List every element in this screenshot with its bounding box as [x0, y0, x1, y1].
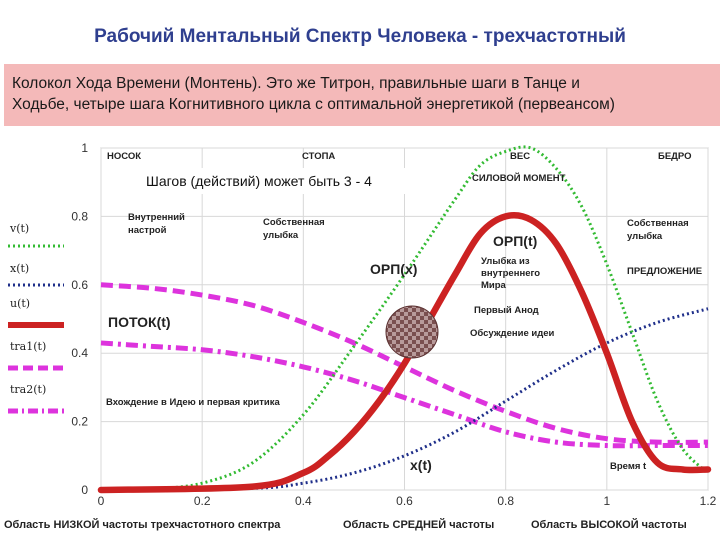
ann-smile-left-2: улыбка	[263, 230, 299, 241]
x-tick-label-4: 0.8	[497, 494, 514, 508]
x-tick-label-2: 0.4	[295, 494, 312, 508]
label-nosok: НОСОК	[107, 151, 141, 162]
note-text: Шагов (действий) может быть 3 - 4	[146, 173, 372, 189]
series-lines	[97, 145, 712, 494]
y-tick-label-4: 0.8	[71, 209, 88, 223]
ann-smile-right-1: Собственная	[627, 218, 689, 229]
legend-label-v: v(t)	[9, 222, 29, 235]
bottom-label-mid: Область СРЕДНЕЙ частоты	[343, 518, 494, 531]
x-tick-label-1: 0.2	[194, 494, 211, 508]
ann-smile-left-1: Собственная	[263, 217, 325, 228]
checker-circle	[385, 305, 439, 359]
label-stopa: СТОПА	[302, 151, 335, 162]
ann-inner-mood-1: Внутренний	[128, 212, 185, 223]
x-tick-label-3: 0.6	[396, 494, 413, 508]
ann-discussion: Обсуждение идеи	[470, 328, 555, 339]
y-tick-label-3: 0.6	[71, 278, 88, 292]
y-tick-label-0: 0	[81, 483, 88, 497]
legend-label-u: u(t)	[10, 297, 30, 310]
ann-orp-x: ОРП(x)	[370, 261, 417, 277]
ann-proposal: ПРЕДЛОЖЕНИЕ	[627, 266, 702, 277]
x-tick-label-6: 1.2	[700, 494, 717, 508]
x-tick-label-0: 0	[98, 494, 105, 508]
ann-entering: Вхождение в Идею и первая критика	[106, 397, 281, 408]
axis-ticks: 0 0.2 0.4 0.6 0.8 1 1.2 0 0.2 0.4 0.6 0.8 1	[71, 141, 716, 508]
slide-title: Рабочий Ментальный Спектр Человека - тре…	[94, 26, 626, 47]
bottom-label-high: Область ВЫСОКОЙ частоты	[531, 518, 687, 531]
x-tick-label-5: 1	[603, 494, 610, 508]
legend-label-tra2: tra2(t)	[10, 383, 46, 396]
ann-smile-inner-2: внутреннего	[481, 268, 540, 279]
series-line-tra2t	[100, 340, 708, 449]
y-tick-label-5: 1	[81, 141, 88, 155]
subtitle-line-1: Колокол Хода Времени (Монтень). Это же Т…	[12, 75, 580, 92]
y-tick-label-2: 0.4	[71, 346, 88, 360]
subtitle-line-2: Ходьбе, четыре шага Когнитивного цикла с…	[12, 96, 615, 113]
ann-inner-mood-2: настрой	[128, 225, 167, 236]
ann-smile-inner-3: Мира	[481, 280, 507, 291]
bottom-label-low: Область НИЗКОЙ частоты трехчастотного сп…	[4, 518, 281, 531]
y-tick-label-1: 0.2	[71, 415, 88, 429]
subtitle-band: Колокол Хода Времени (Монтень). Это же Т…	[4, 64, 720, 126]
label-bedro: БЕДРО	[658, 151, 692, 162]
ann-smile-right-2: улыбка	[627, 231, 663, 242]
note-box	[140, 168, 435, 194]
ann-first-anod: Первый Анод	[474, 305, 539, 316]
ann-power-moment: СИЛОВОЙ МОМЕНТ	[472, 172, 566, 184]
ann-flow: ПОТОК(t)	[108, 314, 171, 330]
ann-smile-inner-1: Улыбка из	[481, 256, 530, 267]
ann-orp-t: ОРП(t)	[493, 233, 537, 249]
series-line-vt	[100, 145, 710, 492]
series-line-ut	[97, 212, 712, 494]
ann-time-t: Время t	[610, 461, 647, 472]
legend-label-x: x(t)	[10, 262, 29, 275]
legend: v(t) x(t) u(t) tra1(t) tra2(t)	[8, 222, 64, 414]
label-ves: ВЕС	[510, 151, 530, 162]
ann-x-t: x(t)	[410, 457, 432, 473]
legend-label-tra1: tra1(t)	[10, 340, 46, 353]
